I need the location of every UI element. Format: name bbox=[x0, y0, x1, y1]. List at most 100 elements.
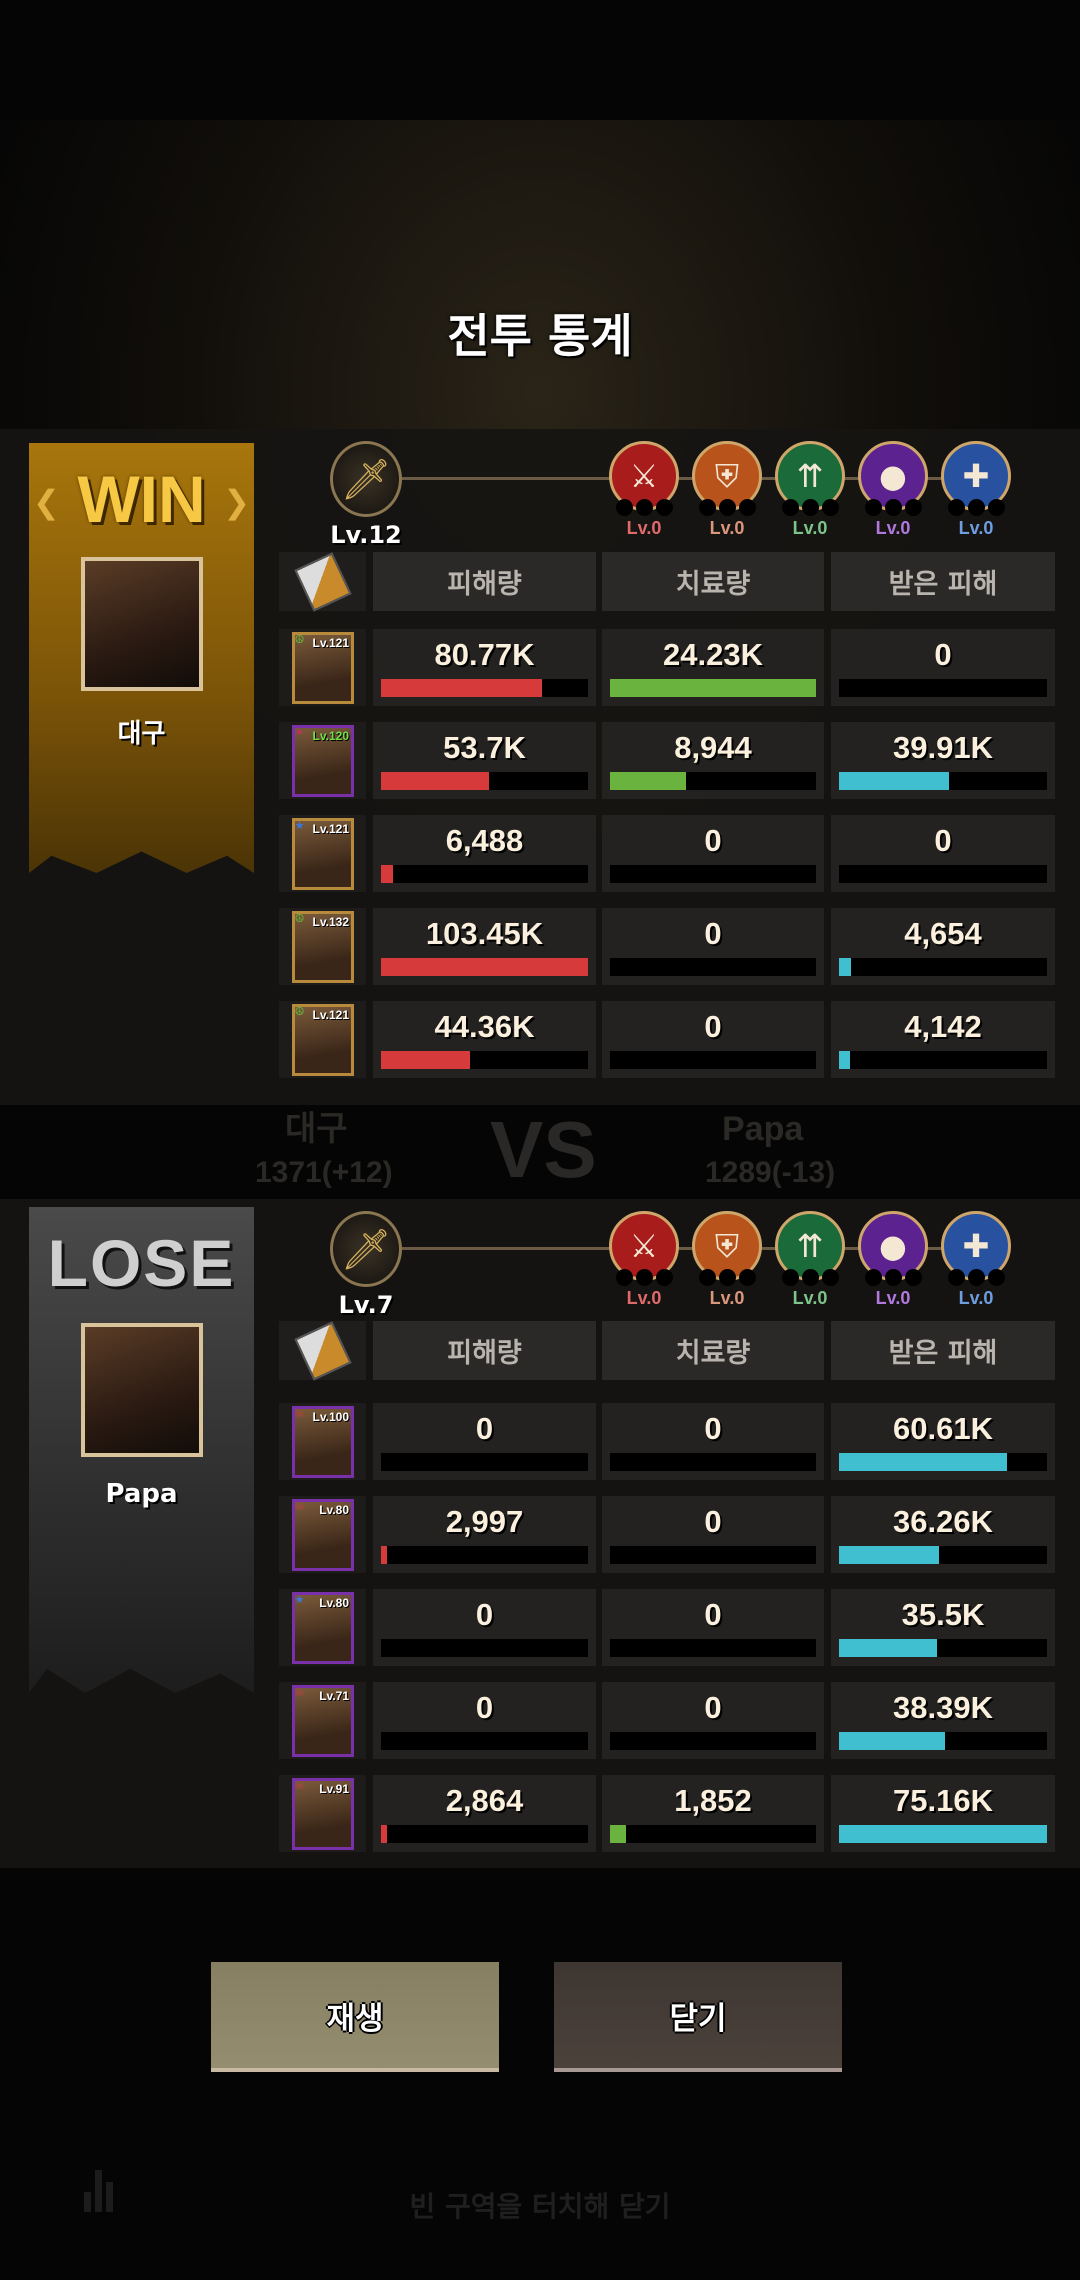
column-header[interactable]: 피해량 bbox=[373, 1321, 596, 1380]
commander-medal-icon[interactable]: 🗡 bbox=[330, 1211, 402, 1287]
received-value: 0 bbox=[934, 637, 952, 672]
hero-level: Lv.121 bbox=[312, 1008, 349, 1022]
stat-received: 75.16K bbox=[831, 1775, 1055, 1852]
close-button[interactable]: 닫기 bbox=[554, 1962, 842, 2072]
damage-value: 44.36K bbox=[434, 1009, 535, 1044]
healing-value: 0 bbox=[704, 1690, 722, 1725]
stat-damage: 80.77K bbox=[373, 629, 596, 706]
stat-damage: 2,997 bbox=[373, 1496, 596, 1573]
damage-bar bbox=[381, 679, 588, 697]
column-header[interactable]: 받은 피해 bbox=[831, 1321, 1055, 1380]
stat-healing: 0 bbox=[602, 908, 824, 985]
stat-healing: 24.23K bbox=[602, 629, 824, 706]
peace-icon: ☮ bbox=[294, 633, 305, 646]
healing-value: 8,944 bbox=[674, 730, 752, 765]
column-header[interactable]: 받은 피해 bbox=[831, 552, 1055, 611]
element-level: Lv.0 bbox=[792, 1288, 828, 1308]
column-header[interactable]: 치료량 bbox=[602, 552, 824, 611]
replay-button[interactable]: 재생 bbox=[211, 1962, 499, 2072]
upgrade-dots bbox=[775, 499, 845, 516]
stat-healing: 1,852 bbox=[602, 1775, 824, 1852]
hero-portrait[interactable]: ★ Lv.121 bbox=[292, 818, 354, 890]
received-value: 36.26K bbox=[893, 1504, 993, 1539]
stat-healing: 0 bbox=[602, 1403, 824, 1480]
upgrade-dots bbox=[858, 1269, 928, 1286]
hero-level: Lv.91 bbox=[319, 1782, 349, 1796]
damage-bar-fill bbox=[381, 1825, 388, 1843]
damage-value: 53.7K bbox=[443, 730, 526, 765]
received-bar-fill bbox=[839, 1732, 946, 1750]
leader-avatar[interactable] bbox=[81, 1323, 203, 1457]
healing-value: 0 bbox=[704, 1411, 722, 1446]
healing-bar bbox=[610, 1051, 816, 1069]
hero-portrait[interactable]: ☠ Lv.80 bbox=[292, 1499, 354, 1571]
skull-icon: ☠ bbox=[294, 1686, 305, 1699]
received-bar bbox=[839, 865, 1047, 883]
leader-name: Papa bbox=[105, 1479, 178, 1509]
received-bar-fill bbox=[839, 772, 950, 790]
hero-level: Lv.80 bbox=[319, 1596, 349, 1610]
hero-level: Lv.80 bbox=[319, 1503, 349, 1517]
hero-portrait[interactable]: ★ Lv.80 bbox=[292, 1592, 354, 1664]
leader-avatar[interactable] bbox=[81, 557, 203, 691]
stat-received: 35.5K bbox=[831, 1589, 1055, 1666]
bg-left-name: 대구 bbox=[285, 1110, 348, 1148]
damage-bar-fill bbox=[381, 1546, 388, 1564]
healing-bar bbox=[610, 1825, 816, 1843]
hero-portrait[interactable]: ☮ Lv.121 bbox=[292, 1004, 354, 1076]
damage-value: 0 bbox=[475, 1690, 494, 1725]
hero-portrait[interactable]: ☮ Lv.132 bbox=[292, 911, 354, 983]
stat-damage: 44.36K bbox=[373, 1001, 596, 1078]
skull-icon: ☠ bbox=[294, 1779, 305, 1792]
stat-received: 60.61K bbox=[831, 1403, 1055, 1480]
damage-bar bbox=[381, 1051, 588, 1069]
hero-portrait[interactable]: ☮ Lv.121 bbox=[292, 632, 354, 704]
hero-portrait[interactable]: ☠ Lv.91 bbox=[292, 1778, 354, 1850]
hero-portrait[interactable]: ☠ Lv.100 bbox=[292, 1406, 354, 1478]
stats-icon[interactable] bbox=[84, 2170, 113, 2212]
damage-bar bbox=[381, 1546, 588, 1564]
received-bar bbox=[839, 679, 1047, 697]
received-bar-fill bbox=[839, 1546, 939, 1564]
formation-map-icon[interactable] bbox=[279, 1320, 366, 1381]
hero-portrait[interactable]: ☠ Lv.71 bbox=[292, 1685, 354, 1757]
damage-bar-fill bbox=[381, 865, 394, 883]
received-bar-fill bbox=[839, 958, 852, 976]
column-header[interactable]: 치료량 bbox=[602, 1321, 824, 1380]
received-bar bbox=[839, 1546, 1047, 1564]
received-bar bbox=[839, 1825, 1047, 1843]
healing-bar-fill bbox=[610, 1825, 626, 1843]
healing-bar bbox=[610, 679, 816, 697]
column-header[interactable]: 피해량 bbox=[373, 552, 596, 611]
damage-value: 80.77K bbox=[434, 637, 535, 672]
damage-bar bbox=[381, 1453, 588, 1471]
stat-damage: 53.7K bbox=[373, 722, 596, 799]
healing-value: 0 bbox=[704, 916, 722, 951]
connector-line bbox=[400, 477, 960, 480]
formation-map-icon[interactable] bbox=[279, 551, 366, 612]
damage-bar-fill bbox=[381, 1051, 470, 1069]
element-level: Lv.0 bbox=[958, 1288, 994, 1308]
healing-value: 0 bbox=[704, 1504, 722, 1539]
received-bar bbox=[839, 1639, 1047, 1657]
healing-bar bbox=[610, 865, 816, 883]
stat-received: 4,654 bbox=[831, 908, 1055, 985]
stat-received: 0 bbox=[831, 629, 1055, 706]
healing-bar bbox=[610, 1639, 816, 1657]
stat-received: 36.26K bbox=[831, 1496, 1055, 1573]
hero-portrait[interactable]: ✦ Lv.120 bbox=[292, 725, 354, 797]
received-bar-fill bbox=[839, 1453, 1008, 1471]
element-level: Lv.0 bbox=[626, 518, 662, 538]
hero-level: Lv.100 bbox=[312, 1410, 349, 1424]
commander-medal-icon[interactable]: 🗡 bbox=[330, 441, 402, 517]
hero-level: Lv.71 bbox=[319, 1689, 349, 1703]
commander-level: Lv.7 bbox=[338, 1291, 394, 1319]
stat-damage: 0 bbox=[373, 1682, 596, 1759]
star-icon: ★ bbox=[294, 819, 305, 832]
element-level: Lv.0 bbox=[875, 518, 911, 538]
received-bar-fill bbox=[839, 1051, 851, 1069]
connector-line bbox=[400, 1247, 960, 1250]
skull-icon: ☠ bbox=[294, 1500, 305, 1513]
upgrade-dots bbox=[692, 1269, 762, 1286]
hero-level: Lv.120 bbox=[312, 729, 349, 743]
